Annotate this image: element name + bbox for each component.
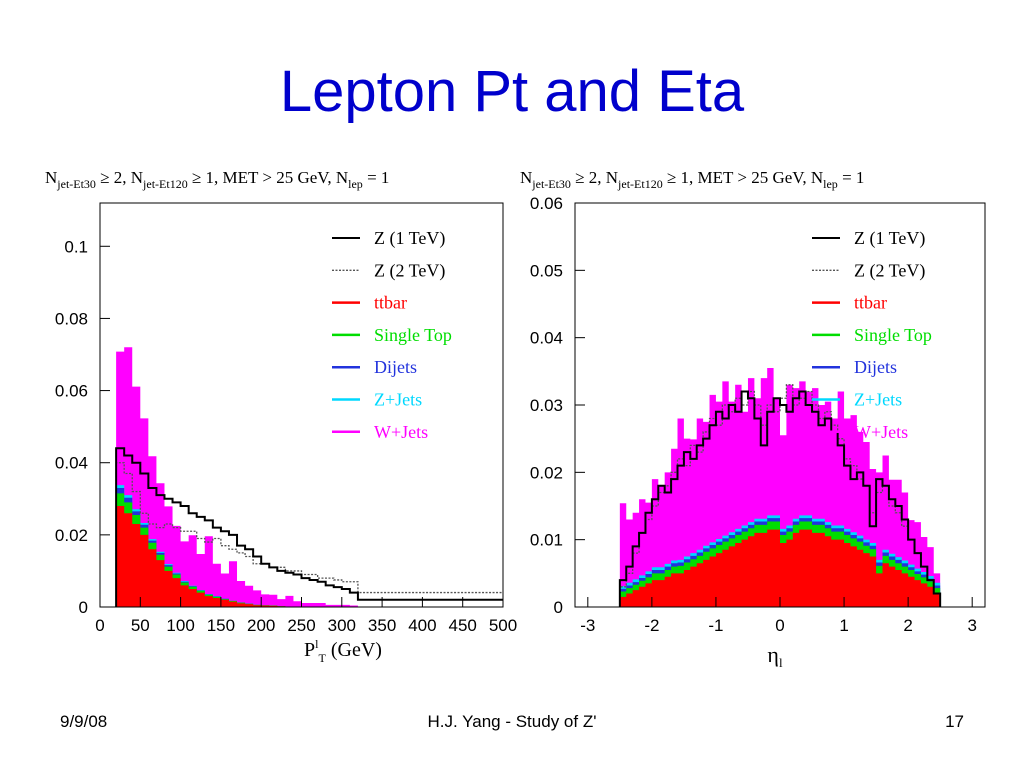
y-tick-label: 0: [79, 598, 88, 617]
footer-page-number: 17: [945, 712, 964, 731]
x-tick-label: 50: [131, 616, 150, 635]
x-tick-label: 250: [287, 616, 315, 635]
x-tick-label: 150: [207, 616, 235, 635]
overlay-z1: [115, 447, 503, 607]
stack-wjets: [116, 347, 358, 607]
footer-author: H.J. Yang - Study of Z': [427, 712, 597, 731]
x-tick-label: 300: [328, 616, 356, 635]
legend-label: Z+Jets: [374, 390, 422, 410]
stack-ttbar: [116, 506, 358, 607]
y-tick-label: 0.05: [530, 261, 563, 280]
y-tick-label: 0.01: [530, 531, 563, 550]
legend-label: Dijets: [374, 357, 417, 377]
slide-title: Lepton Pt and Eta: [279, 59, 745, 124]
x-tick-label: 350: [368, 616, 396, 635]
legend-label: Z (1 TeV): [854, 228, 925, 249]
legend-label: W+Jets: [854, 422, 908, 442]
plots-canvas: Njet-Et30 ≥ 2, Njet-Et120 ≥ 1, MET > 25 …: [45, 168, 986, 670]
overlay-z2: [115, 462, 503, 607]
legend-label: Z (2 TeV): [854, 260, 925, 281]
chart-header: Njet-Et30 ≥ 2, Njet-Et120 ≥ 1, MET > 25 …: [45, 168, 389, 191]
chart-lepton-eta: Njet-Et30 ≥ 2, Njet-Et120 ≥ 1, MET > 25 …: [520, 168, 986, 670]
y-tick-label: 0.02: [530, 463, 563, 482]
chart-lepton-pt: Njet-Et30 ≥ 2, Njet-Et120 ≥ 1, MET > 25 …: [45, 168, 517, 665]
y-tick-label: 0.04: [530, 329, 563, 348]
x-axis-label: PlT (GeV): [304, 637, 382, 665]
x-tick-label: 100: [166, 616, 194, 635]
stack-ttbar: [619, 529, 941, 607]
y-tick-label: 0.06: [55, 382, 88, 401]
legend-label: Single Top: [374, 325, 452, 345]
y-tick-label: 0: [554, 598, 563, 617]
x-tick-label: 500: [489, 616, 517, 635]
x-tick-label: 0: [775, 616, 784, 635]
legend-label: Z (1 TeV): [374, 228, 445, 249]
x-tick-label: -3: [580, 616, 595, 635]
chart-header: Njet-Et30 ≥ 2, Njet-Et120 ≥ 1, MET > 25 …: [520, 168, 864, 191]
legend-label: W+Jets: [374, 422, 428, 442]
y-tick-label: 0.02: [55, 526, 88, 545]
x-tick-label: -2: [644, 616, 659, 635]
legend-label: ttbar: [374, 293, 407, 313]
y-tick-label: 0.06: [530, 194, 563, 213]
x-tick-label: 2: [903, 616, 912, 635]
legend-label: Single Top: [854, 325, 932, 345]
x-tick-label: 400: [408, 616, 436, 635]
legend-label: Dijets: [854, 357, 897, 377]
legend-label: Z (2 TeV): [374, 260, 445, 281]
overlay-z1: [618, 390, 942, 607]
y-tick-label: 0.1: [64, 237, 88, 256]
x-tick-label: 450: [449, 616, 477, 635]
y-tick-label: 0.08: [55, 309, 88, 328]
x-tick-label: 0: [95, 616, 104, 635]
x-tick-label: 1: [839, 616, 848, 635]
y-tick-label: 0.04: [55, 454, 88, 473]
y-tick-label: 0.03: [530, 396, 563, 415]
legend-label: Z+Jets: [854, 390, 902, 410]
x-tick-label: 3: [967, 616, 976, 635]
legend-label: ttbar: [854, 293, 887, 313]
x-axis-label: ηl: [767, 642, 783, 670]
footer-date: 9/9/08: [60, 712, 108, 731]
x-tick-label: -1: [708, 616, 723, 635]
x-tick-label: 200: [247, 616, 275, 635]
